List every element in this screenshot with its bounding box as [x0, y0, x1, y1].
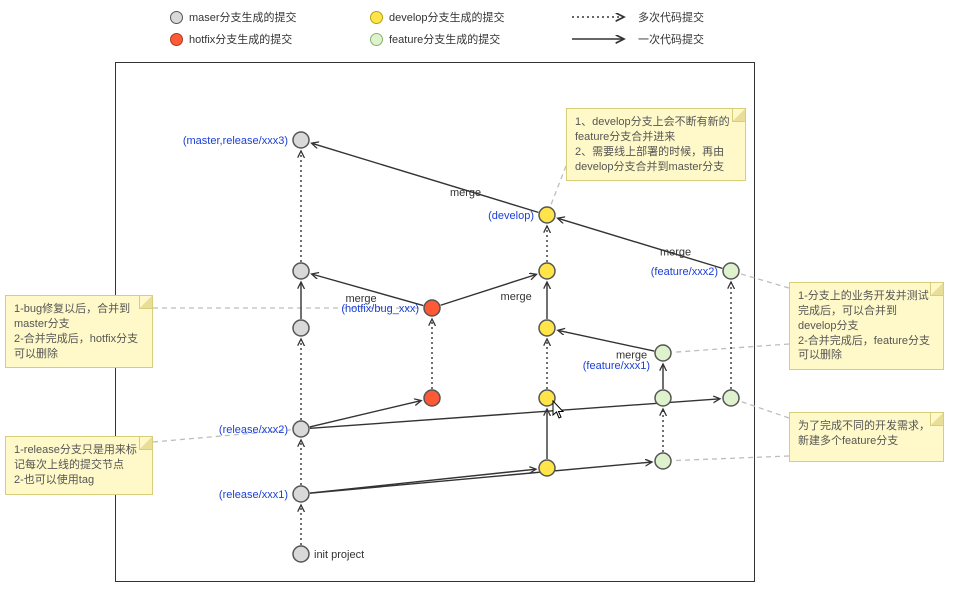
edge	[558, 218, 723, 268]
branch-label: (release/xxx2)	[219, 424, 288, 436]
commit-node	[539, 390, 555, 406]
note-connector	[741, 274, 789, 288]
note-connector	[551, 166, 566, 206]
commit-node	[539, 263, 555, 279]
commit-node	[655, 345, 671, 361]
branch-label: (master,release/xxx3)	[183, 135, 288, 147]
edge	[558, 330, 654, 351]
node-label: init project	[314, 549, 364, 561]
commit-node	[723, 263, 739, 279]
branch-label: (develop)	[488, 210, 534, 222]
note-connector	[740, 401, 789, 418]
edge	[310, 462, 652, 493]
commit-node	[293, 320, 309, 336]
branch-label: (feature/xxx2)	[651, 266, 718, 278]
branch-label: (hotfix/bug_xxx)	[341, 303, 419, 315]
commit-node	[655, 390, 671, 406]
commit-node	[539, 460, 555, 476]
note-develop: 1、develop分支上会不断有新的feature分支合并进来2、需要线上部署的…	[566, 108, 746, 181]
note-release: 1-release分支只是用来标记每次上线的提交节点2-也可以使用tag	[5, 436, 153, 495]
edge	[310, 401, 422, 427]
commit-node	[293, 486, 309, 502]
note-hotfix: 1-bug修复以后，合并到master分支2-合并完成后，hotfix分支可以删…	[5, 295, 153, 368]
commit-node	[539, 320, 555, 336]
commit-node	[293, 421, 309, 437]
branch-label: (feature/xxx1)	[583, 360, 650, 372]
edge-label: merge	[450, 187, 481, 199]
edge-label: merge	[660, 246, 691, 258]
commit-node	[424, 300, 440, 316]
commit-node	[293, 132, 309, 148]
commit-node	[655, 453, 671, 469]
commit-node	[293, 263, 309, 279]
note-connector	[673, 456, 789, 461]
commit-node	[424, 390, 440, 406]
note-feature-create: 为了完成不同的开发需求，新建多个feature分支	[789, 412, 944, 462]
edge	[312, 143, 539, 212]
commit-node	[723, 390, 739, 406]
note-feature-merge: 1-分支上的业务开发并测试完成后，可以合并到develop分支2-合并完成后，f…	[789, 282, 944, 370]
commit-node	[539, 207, 555, 223]
edge-label: merge	[501, 291, 532, 303]
branch-label: (release/xxx1)	[219, 489, 288, 501]
commit-node	[293, 546, 309, 562]
